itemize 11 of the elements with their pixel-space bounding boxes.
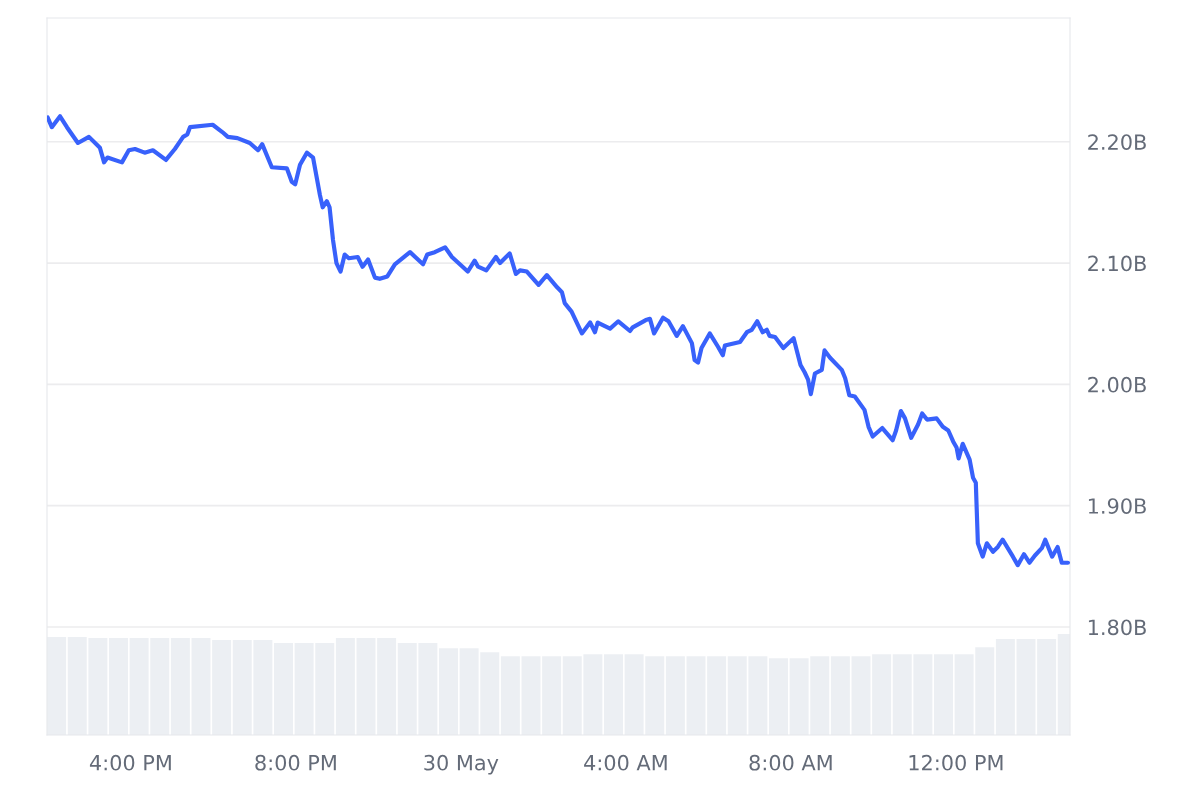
x-tick-label: 12:00 PM (909, 754, 1003, 771)
y-tick-label: 1.80B (1088, 619, 1146, 636)
y-tick-label: 1.90B (1088, 498, 1146, 514)
x-tick-label: 4:00 AM (584, 754, 667, 771)
x-tick-label: 30 May (424, 754, 499, 775)
y-tick-label: 2.00B (1088, 376, 1146, 393)
y-tick-label: 2.20B (1088, 134, 1146, 150)
x-tick-label: 8:00 PM (255, 754, 336, 771)
x-tick-label: 8:00 AM (749, 754, 832, 771)
x-tick-label: 4:00 PM (89, 754, 171, 771)
y-tick-label: 2.10B (1088, 255, 1146, 272)
